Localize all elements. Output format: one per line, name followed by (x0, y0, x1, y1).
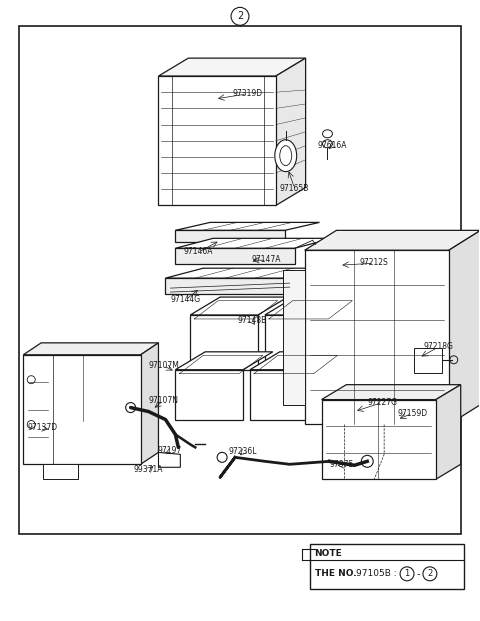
Polygon shape (158, 76, 276, 206)
Text: 2: 2 (237, 11, 243, 21)
Polygon shape (250, 369, 318, 420)
Text: 97159D: 97159D (397, 409, 427, 417)
Polygon shape (322, 384, 461, 399)
Ellipse shape (323, 140, 333, 148)
Text: 97144G: 97144G (170, 295, 201, 304)
Polygon shape (141, 343, 158, 465)
Polygon shape (23, 343, 158, 355)
Text: 97236L: 97236L (228, 447, 257, 456)
Polygon shape (283, 270, 305, 404)
Polygon shape (265, 297, 362, 315)
Text: THE NO.: THE NO. (314, 569, 356, 578)
Polygon shape (166, 268, 323, 278)
Polygon shape (190, 315, 258, 369)
Text: 97197: 97197 (157, 446, 182, 455)
Text: 97147A: 97147A (252, 255, 281, 265)
Polygon shape (175, 222, 320, 230)
Polygon shape (449, 230, 480, 425)
Polygon shape (414, 348, 442, 373)
Text: 97227G: 97227G (367, 397, 397, 407)
Text: 97107M: 97107M (148, 361, 180, 369)
Polygon shape (250, 352, 348, 369)
Bar (19, 26, 461, 534)
Polygon shape (175, 238, 333, 248)
Polygon shape (305, 250, 449, 425)
Ellipse shape (280, 146, 292, 166)
Polygon shape (190, 297, 288, 315)
Polygon shape (276, 58, 306, 206)
Bar (310, 544, 464, 589)
Text: NOTE: NOTE (314, 550, 342, 558)
Polygon shape (175, 352, 273, 369)
Text: 97105B :: 97105B : (356, 569, 397, 578)
Polygon shape (43, 465, 78, 479)
Polygon shape (305, 230, 480, 250)
Polygon shape (175, 248, 295, 264)
Text: 97319D: 97319D (232, 89, 262, 98)
Text: 97616A: 97616A (318, 141, 347, 150)
Polygon shape (436, 384, 461, 479)
Ellipse shape (323, 130, 333, 138)
Text: 97137D: 97137D (27, 424, 58, 432)
Text: 99371A: 99371A (133, 465, 163, 474)
Text: 2: 2 (427, 569, 432, 578)
Polygon shape (175, 230, 285, 242)
Text: 97165B: 97165B (280, 184, 309, 193)
Text: 97375: 97375 (329, 460, 354, 469)
Text: 97212S: 97212S (360, 258, 388, 267)
Polygon shape (265, 315, 333, 369)
Text: 97218G: 97218G (424, 342, 454, 351)
Text: 97148B: 97148B (237, 316, 266, 325)
Polygon shape (23, 355, 141, 465)
Ellipse shape (275, 140, 297, 171)
Text: 1: 1 (405, 569, 409, 578)
Polygon shape (175, 369, 243, 420)
Text: 97107N: 97107N (148, 396, 179, 405)
Text: -: - (417, 569, 420, 579)
Text: 97146A: 97146A (183, 247, 213, 256)
Polygon shape (158, 58, 306, 76)
Polygon shape (322, 399, 436, 479)
Polygon shape (166, 278, 285, 294)
